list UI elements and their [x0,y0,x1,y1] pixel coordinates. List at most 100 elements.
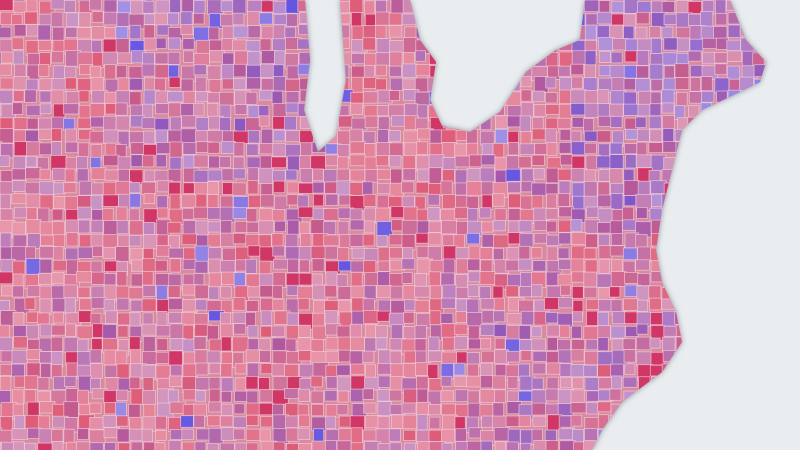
county [584,64,597,80]
county [714,63,728,76]
county [388,247,403,259]
county [13,375,26,388]
county [570,349,585,362]
county [649,297,662,311]
county [234,104,248,116]
county [377,246,390,262]
county [416,245,430,259]
county [401,272,413,284]
county [532,260,547,272]
county [11,363,25,378]
county [597,89,610,105]
county [557,117,572,130]
county [37,24,52,41]
county [24,11,38,25]
county [662,141,678,153]
county [247,325,259,338]
county [285,427,300,442]
county [27,233,41,249]
county [193,336,207,350]
county [492,234,510,249]
county [115,246,130,263]
county [51,272,65,285]
county [388,24,403,38]
county [181,0,194,14]
county [570,130,582,144]
county [12,285,25,298]
county [390,0,405,15]
county [377,416,390,430]
county [219,259,236,274]
county [442,284,457,300]
county [91,52,105,69]
county [219,415,234,428]
county [11,349,28,365]
county [195,220,209,237]
county [129,349,142,365]
county [247,25,261,39]
county [546,337,558,351]
county [168,350,183,366]
county [531,182,548,197]
county [623,195,637,207]
county [401,63,418,79]
county [364,271,380,287]
county [154,415,167,430]
county [648,285,662,300]
county [297,38,311,50]
county [63,182,77,194]
county [182,50,194,63]
county [676,37,690,53]
county [232,207,249,220]
county [520,76,532,88]
county [389,442,402,450]
county [116,271,128,287]
county [558,180,571,195]
county [272,180,286,194]
county [558,103,573,121]
county [182,38,195,50]
county [636,65,650,79]
county [323,168,338,183]
county [130,142,145,155]
county [143,130,156,145]
county [585,233,599,249]
county [259,284,275,298]
county [297,297,310,311]
county [702,37,718,49]
county [247,167,259,182]
county [271,337,288,351]
county [285,233,299,248]
county [363,207,377,223]
county [181,441,197,450]
county [38,128,54,140]
county [141,428,153,443]
county [583,271,598,288]
county [520,350,532,362]
county [195,299,209,311]
county [245,258,258,274]
county [377,401,393,417]
county [234,363,247,375]
county [76,27,92,39]
county [479,285,491,301]
county [376,285,392,298]
county [53,195,67,210]
county [559,89,573,105]
county [545,207,559,220]
county [168,37,181,50]
county [531,154,545,166]
county [25,219,42,236]
county [76,325,93,340]
county [208,286,220,300]
county [376,168,393,180]
county [233,142,245,157]
county [274,220,287,233]
county [0,336,13,353]
county [260,128,274,145]
county [572,311,583,323]
county [50,336,64,352]
county [401,402,417,414]
county [221,247,237,262]
county [402,362,417,379]
